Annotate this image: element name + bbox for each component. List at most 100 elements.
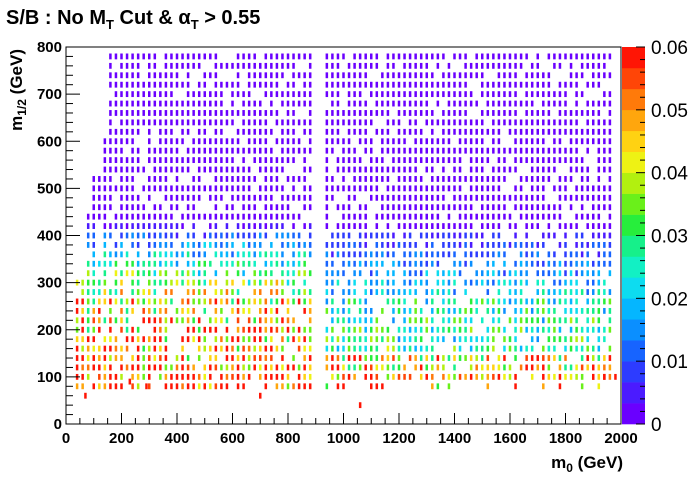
- heatmap-cell: [575, 307, 578, 314]
- heatmap-cell: [586, 355, 589, 361]
- heatmap-cell: [431, 242, 434, 248]
- heatmap-cell: [247, 91, 251, 98]
- heatmap-cell: [303, 100, 306, 107]
- heatmap-cell: [530, 91, 534, 98]
- heatmap-cell: [297, 251, 301, 258]
- heatmap-cell: [342, 204, 345, 211]
- heatmap-cell: [331, 355, 334, 361]
- heatmap-cell: [381, 383, 384, 390]
- heatmap-cell: [542, 279, 545, 286]
- heatmap-cell: [508, 364, 512, 371]
- heatmap-cell: [603, 279, 606, 286]
- heatmap-cell: [231, 279, 234, 286]
- heatmap-cell: [514, 260, 517, 267]
- heatmap-cell: [403, 223, 406, 229]
- heatmap-cell: [514, 166, 517, 173]
- heatmap-cell: [530, 100, 534, 107]
- heatmap-cell: [397, 100, 401, 107]
- heatmap-cell: [536, 260, 539, 267]
- heatmap-cell: [292, 317, 295, 324]
- heatmap-cell: [580, 204, 584, 211]
- heatmap-cell: [603, 157, 606, 164]
- heatmap-cell: [419, 91, 423, 98]
- heatmap-cell: [392, 251, 395, 258]
- heatmap-cell: [597, 53, 601, 60]
- heatmap-cell: [181, 345, 184, 352]
- heatmap-cell: [392, 204, 395, 211]
- heatmap-cell: [397, 81, 401, 88]
- heatmap-cell: [564, 128, 567, 135]
- heatmap-cell: [442, 204, 445, 211]
- heatmap-cell: [431, 317, 434, 324]
- heatmap-cell: [564, 317, 567, 324]
- heatmap-cell: [175, 166, 179, 173]
- heatmap-cell: [403, 100, 406, 107]
- heatmap-cell: [231, 194, 234, 201]
- heatmap-cell: [297, 194, 301, 201]
- heatmap-cell: [225, 223, 229, 229]
- heatmap-cell: [514, 119, 517, 126]
- heatmap-cell: [164, 317, 168, 324]
- heatmap-cell: [586, 326, 589, 333]
- heatmap-cell: [281, 289, 284, 295]
- heatmap-cell: [503, 336, 506, 343]
- heatmap-cell: [603, 232, 606, 239]
- heatmap-cell: [175, 270, 179, 277]
- heatmap-cell: [325, 176, 329, 182]
- heatmap-cell: [209, 72, 212, 79]
- heatmap-cell: [308, 53, 312, 60]
- heatmap-cell: [592, 364, 595, 371]
- heatmap-cell: [253, 119, 256, 126]
- heatmap-cell: [481, 223, 484, 229]
- heatmap-cell: [419, 279, 423, 286]
- heatmap-cell: [292, 147, 295, 154]
- heatmap-cell: [436, 176, 440, 182]
- heatmap-cell: [525, 81, 528, 88]
- heatmap-cell: [392, 147, 395, 154]
- heatmap-cell: [475, 232, 478, 239]
- heatmap-cell: [547, 204, 551, 211]
- heatmap-cell: [264, 147, 268, 154]
- heatmap-cell: [353, 62, 356, 69]
- heatmap-cell: [125, 53, 129, 60]
- heatmap-cell: [231, 119, 234, 126]
- heatmap-cell: [347, 204, 351, 211]
- title-middle: Cut &: [114, 7, 178, 29]
- heatmap-cell: [542, 72, 545, 79]
- heatmap-cell: [214, 251, 218, 258]
- heatmap-cell: [136, 91, 140, 98]
- heatmap-cell: [120, 298, 123, 305]
- heatmap-cell: [403, 260, 406, 267]
- heatmap-cell: [608, 194, 612, 201]
- heatmap-cell: [270, 62, 273, 69]
- heatmap-cell: [125, 119, 129, 126]
- heatmap-cell: [120, 176, 123, 182]
- heatmap-cell: [575, 100, 578, 107]
- heatmap-cell: [419, 185, 423, 192]
- heatmap-cell: [608, 147, 612, 154]
- heatmap-cell: [236, 138, 240, 145]
- heatmap-cell: [242, 232, 245, 239]
- x-tick-label: 1200: [382, 430, 415, 447]
- heatmap-cell: [530, 128, 534, 135]
- heatmap-cell: [181, 298, 184, 305]
- heatmap-cell: [458, 242, 462, 248]
- heatmap-cell: [125, 260, 129, 267]
- heatmap-cell: [386, 194, 390, 201]
- heatmap-cell: [86, 307, 90, 314]
- heatmap-cell: [281, 213, 284, 220]
- heatmap-cell: [419, 81, 423, 88]
- heatmap-cell: [214, 110, 218, 116]
- heatmap-cell: [475, 194, 478, 201]
- heatmap-cell: [181, 185, 184, 192]
- heatmap-cell: [442, 355, 445, 361]
- heatmap-cell: [419, 232, 423, 239]
- heatmap-cell: [514, 223, 517, 229]
- heatmap-cell: [486, 345, 490, 352]
- heatmap-cell: [392, 298, 395, 305]
- heatmap-cell: [197, 317, 201, 324]
- heatmap-cell: [508, 100, 512, 107]
- heatmap-cell: [492, 91, 495, 98]
- heatmap-cell: [553, 326, 556, 333]
- heatmap-cell: [125, 251, 129, 258]
